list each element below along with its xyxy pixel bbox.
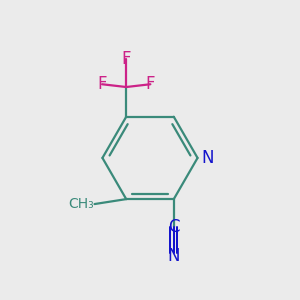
Text: C: C: [168, 218, 179, 236]
Text: F: F: [146, 75, 155, 93]
Text: CH₃: CH₃: [68, 197, 94, 211]
Text: F: F: [122, 50, 131, 68]
Text: F: F: [97, 75, 107, 93]
Text: N: N: [167, 247, 180, 265]
Text: N: N: [201, 149, 214, 167]
